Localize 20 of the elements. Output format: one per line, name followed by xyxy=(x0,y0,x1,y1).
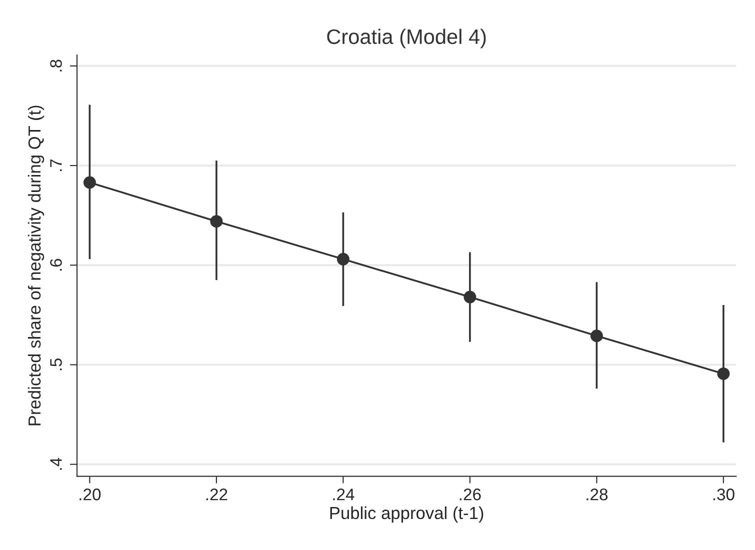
point xyxy=(717,367,730,380)
x-tick-label: .26 xyxy=(460,488,481,500)
y-tick-label: .7 xyxy=(50,159,62,171)
y-tick-label: .6 xyxy=(50,258,62,271)
y-tick-label: .5 xyxy=(50,358,62,370)
x-tick-label: .22 xyxy=(206,488,228,500)
point xyxy=(464,290,476,304)
point xyxy=(83,176,96,189)
y-tick-label: .4 xyxy=(50,458,62,470)
x-tick-label: .30 xyxy=(713,488,734,500)
point xyxy=(336,252,350,266)
chart-title: Croatia (Model 4) xyxy=(327,28,486,48)
point xyxy=(210,215,223,228)
y-axis-title: Predicted share of negativity during QT (t) xyxy=(28,106,44,426)
x-tick-label: .28 xyxy=(586,488,608,500)
x-tick-label: .20 xyxy=(80,488,101,500)
point xyxy=(590,330,603,342)
x-axis-title: Public approval (t-1) xyxy=(330,506,484,523)
x-tick-label: .24 xyxy=(333,488,354,500)
y-tick-label: .8 xyxy=(50,60,62,72)
